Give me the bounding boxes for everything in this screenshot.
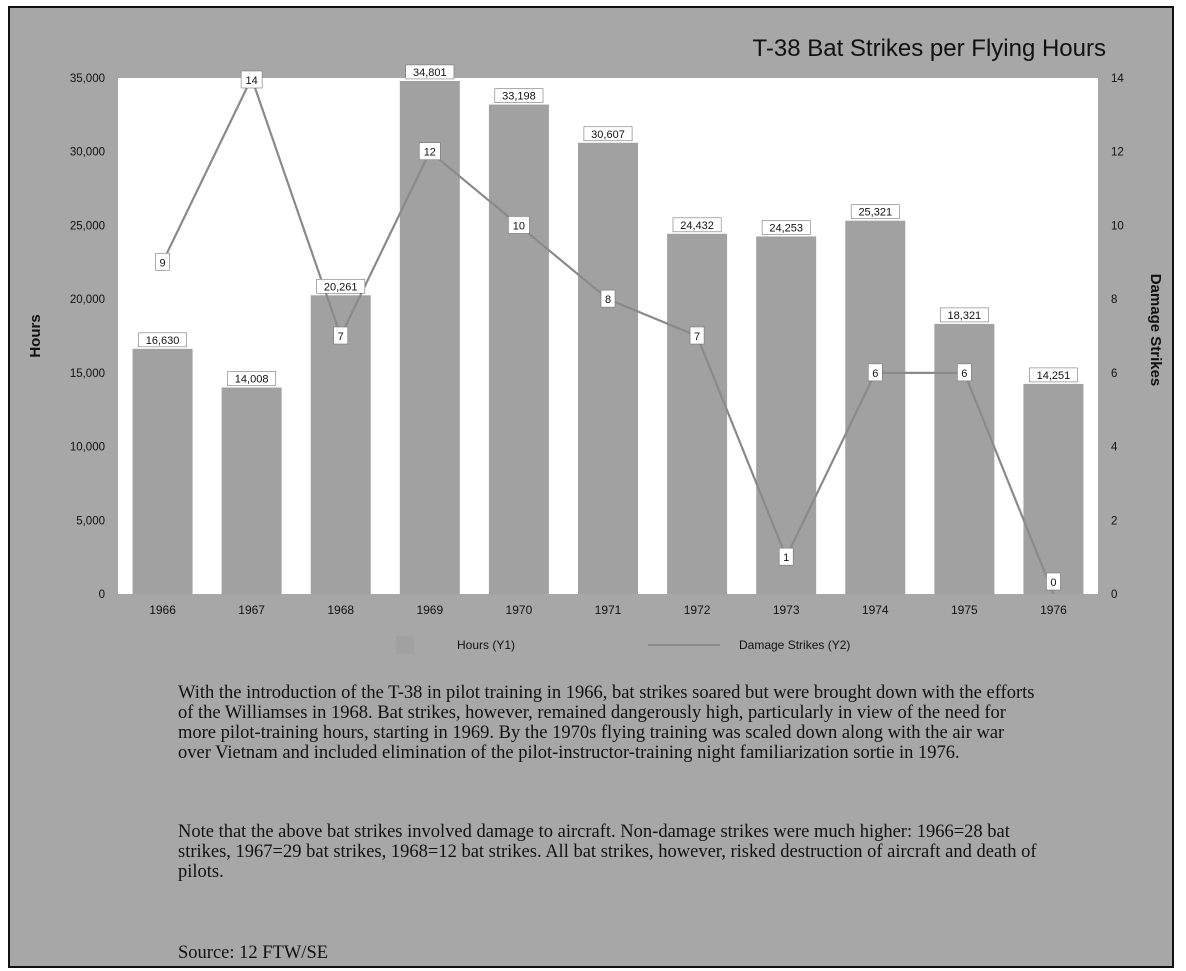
y1-tick-25,000: 25,000 (70, 220, 105, 232)
strike-label-1972: 7 (694, 331, 700, 343)
bar-1971 (578, 142, 638, 594)
x-tick-1970: 1970 (506, 603, 533, 617)
bar-label-box-1971 (583, 126, 633, 142)
strike-label-1970: 10 (513, 220, 525, 232)
y2-tick-14: 14 (1111, 73, 1124, 85)
bar-label-box-1969 (405, 64, 455, 80)
y2-axis-ticks: 0 2 4 6 8 10 12 14 (1111, 73, 1124, 601)
legend: Hours (Y1) Damage Strikes (Y2) (396, 636, 850, 654)
strike-label-box-1975 (957, 363, 972, 382)
y2-tick-0: 0 (1111, 589, 1117, 601)
x-tick-1973: 1973 (773, 603, 800, 617)
x-tick-1972: 1972 (684, 603, 711, 617)
strike-label-1967: 14 (246, 75, 258, 87)
bar-label-1966: 16,630 (146, 335, 180, 347)
strike-label-1974: 6 (872, 368, 878, 380)
bar-1966 (132, 348, 193, 594)
strike-label-box-1976 (1046, 572, 1061, 591)
bar-1972 (667, 233, 728, 594)
x-tick-1966: 1966 (149, 603, 176, 617)
strike-label-box-1970 (508, 216, 530, 234)
strike-label-1973: 1 (783, 552, 789, 564)
strike-label-1966: 9 (159, 257, 165, 269)
bar-label-1973: 24,253 (769, 222, 803, 234)
strike-label-box-1966 (155, 252, 170, 271)
legend-hours-label: Hours (Y1) (457, 638, 515, 652)
y1-tick-30,000: 30,000 (70, 147, 105, 159)
bar-series (132, 80, 1084, 595)
bar-1970 (488, 104, 549, 595)
x-tick-1976: 1976 (1040, 603, 1067, 617)
strike-label-box-1974 (867, 363, 883, 382)
bar-label-box-1973 (761, 220, 811, 235)
bar-label-1967: 14,008 (235, 373, 269, 385)
bar-label-box-1974 (850, 204, 900, 219)
bar-label-box-1970 (494, 88, 544, 103)
bar-label-box-1976 (1029, 367, 1078, 383)
x-tick-1975: 1975 (951, 603, 978, 617)
legend-strikes-label: Damage Strikes (Y2) (739, 638, 850, 652)
legend-bar-swatch (396, 636, 414, 654)
bar-1968 (310, 295, 371, 594)
x-axis-ticks: 1966 1967 1968 1969 1970 1971 1972 1973 1974 1975… (149, 603, 1067, 617)
bar-label-1969: 34,801 (413, 67, 447, 79)
bar-label-box-1966 (138, 332, 187, 348)
y1-tick-35,000: 35,000 (70, 73, 105, 85)
y2-tick-8: 8 (1111, 294, 1117, 306)
description-paragraph: With the introduction of the T-38 in pil… (178, 683, 1035, 763)
bar-label-1970: 33,198 (502, 91, 536, 103)
strike-label-1976: 0 (1050, 577, 1056, 589)
y2-tick-6: 6 (1111, 368, 1117, 380)
strike-label-box-1972 (689, 326, 705, 345)
x-tick-1974: 1974 (862, 603, 889, 617)
bar-1976 (1023, 383, 1084, 594)
source-note: Source: 12 FTW/SE (178, 943, 329, 963)
chart-title: T-38 Bat Strikes per Flying Hours (753, 35, 1106, 62)
strike-label-1969: 12 (424, 147, 436, 159)
bar-label-1974: 25,321 (858, 207, 892, 219)
y1-tick-5,000: 5,000 (76, 515, 105, 527)
bar-1969 (399, 80, 460, 594)
bar-label-1976: 14,251 (1037, 370, 1071, 382)
bar-label-box-1967 (227, 371, 277, 386)
strike-label-box-1968 (333, 326, 349, 345)
bar-label-1972: 24,432 (680, 220, 714, 232)
bar-1973 (756, 236, 817, 595)
strike-label-box-1969 (419, 142, 441, 161)
y1-tick-0: 0 (99, 589, 105, 601)
line-data-labels: 9 14 7 12 10 8 7 1 6 6 0 (155, 70, 1061, 591)
x-tick-1968: 1968 (327, 603, 354, 617)
bar-label-1968: 20,261 (324, 281, 358, 293)
bar-1967 (221, 387, 282, 594)
x-tick-1971: 1971 (595, 603, 622, 617)
y1-axis-label: Hours (27, 314, 44, 357)
strike-label-box-1973 (778, 547, 794, 566)
bar-label-box-1975 (939, 307, 989, 323)
x-tick-1967: 1967 (238, 603, 265, 617)
strike-label-1975: 6 (961, 368, 967, 380)
chart: T-38 Bat Strikes per Flying Hours 16,630… (27, 35, 1164, 654)
y1-tick-20,000: 20,000 (70, 294, 105, 306)
bar-label-1971: 30,607 (591, 129, 625, 141)
bar-data-labels: 16,630 14,008 20,261 34,801 33,198 30,607 24,4… (138, 64, 1078, 386)
y2-tick-4: 4 (1111, 442, 1118, 454)
y2-tick-2: 2 (1111, 515, 1117, 527)
y1-tick-15,000: 15,000 (70, 368, 105, 380)
y1-axis-ticks: 0 5,000 10,000 15,000 20,000 25,000 30,000 35,0… (70, 73, 105, 601)
strike-label-box-1971 (600, 289, 616, 308)
bar-label-box-1972 (672, 217, 722, 233)
note-paragraph: Note that the above bat strikes involved… (178, 822, 1037, 882)
bar-1974 (845, 220, 906, 595)
y2-axis-label: Damage Strikes (1147, 274, 1164, 387)
x-tick-1969: 1969 (416, 603, 443, 617)
strike-label-1968: 7 (338, 331, 344, 343)
y2-tick-10: 10 (1111, 220, 1124, 232)
strike-label-box-1967 (240, 70, 263, 89)
strike-label-1971: 8 (605, 294, 611, 306)
y2-tick-12: 12 (1111, 147, 1124, 159)
bar-label-1975: 18,321 (948, 310, 982, 322)
bar-label-box-1968 (316, 278, 366, 294)
y1-tick-10,000: 10,000 (70, 442, 105, 454)
